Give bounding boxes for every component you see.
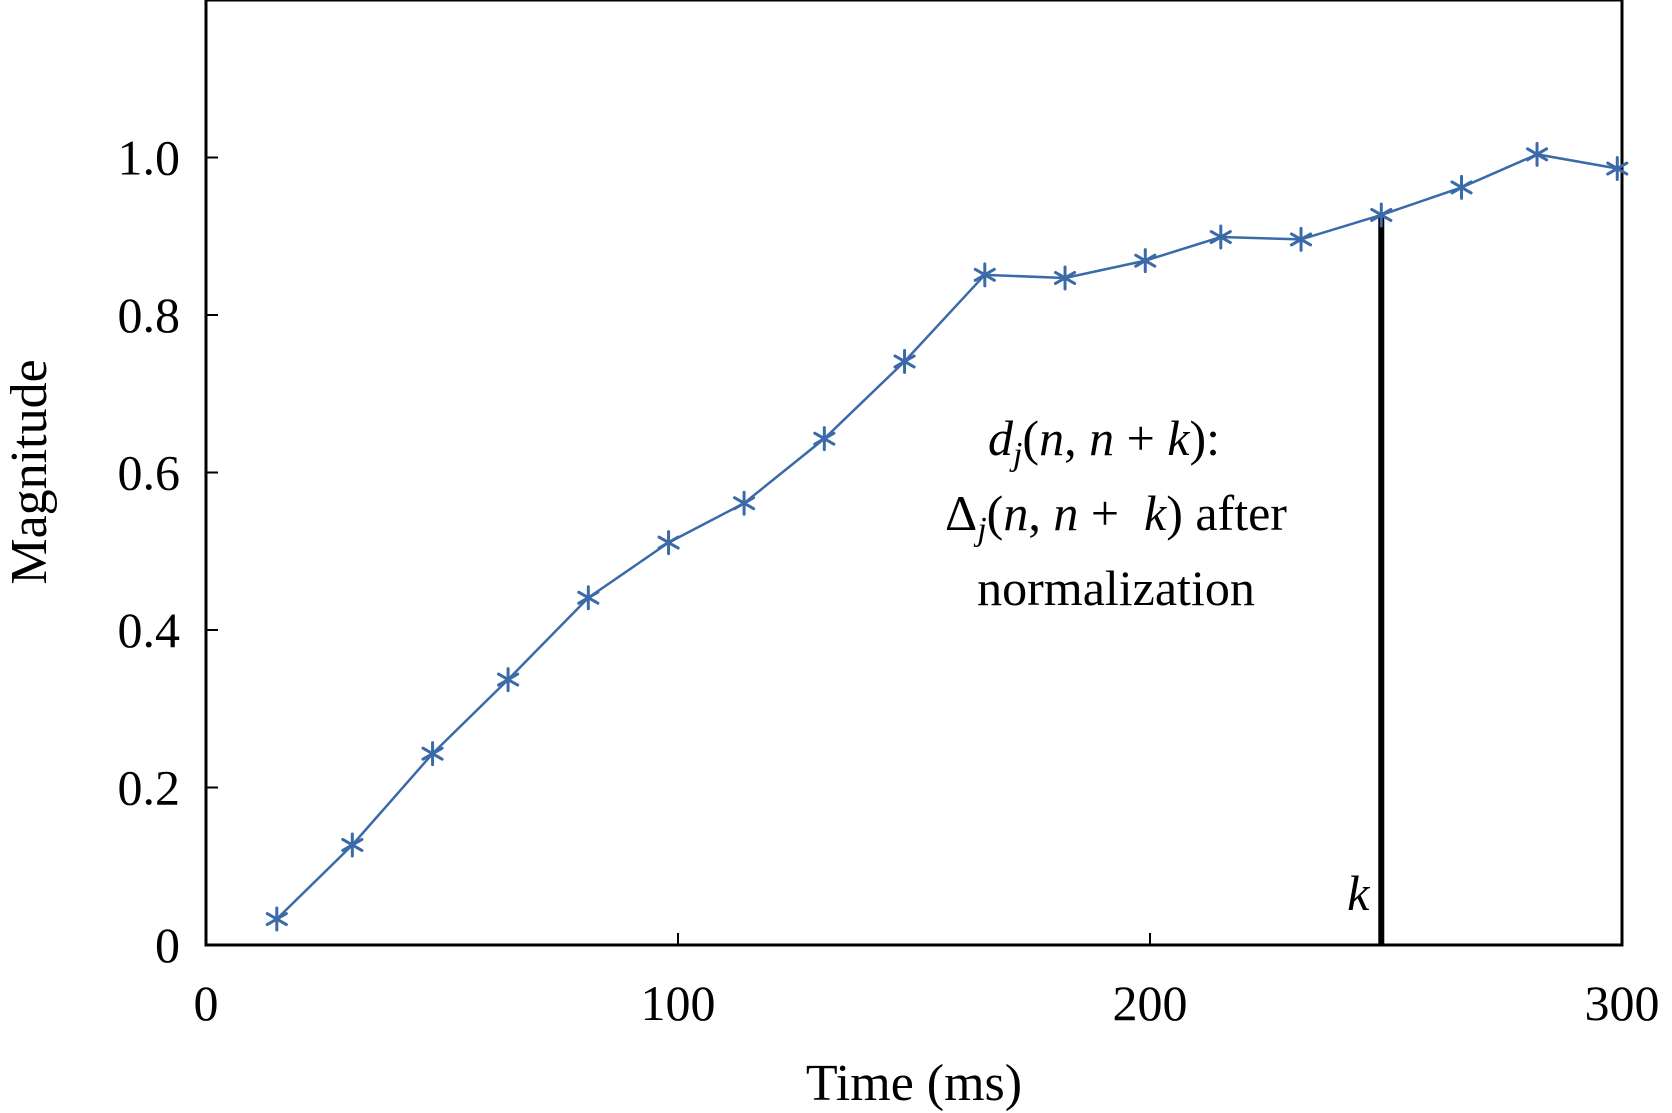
plot-frame xyxy=(204,0,1624,947)
k-marker-label: k xyxy=(1347,865,1370,921)
data-point xyxy=(973,262,996,288)
data-point xyxy=(341,832,364,858)
data-point xyxy=(1289,226,1313,252)
x-axis-title: Time (ms) xyxy=(806,1055,1022,1112)
data-point xyxy=(1134,248,1157,274)
annotation-line-2: Δj(n, n + k) after xyxy=(945,485,1287,548)
data-point xyxy=(497,667,520,693)
data-point xyxy=(733,490,756,516)
annotation: dj(n, n + k): Δj(n, n + k) after normali… xyxy=(945,410,1287,616)
y-tick-label: 0.2 xyxy=(118,760,181,816)
data-point xyxy=(1450,174,1473,200)
y-axis-title: Magnitude xyxy=(1,359,58,584)
data-point xyxy=(813,426,836,452)
x-tick-label: 100 xyxy=(641,975,716,1031)
series-layer xyxy=(265,141,1629,932)
annotation-line-3: normalization xyxy=(977,560,1255,616)
data-point xyxy=(1525,141,1549,167)
x-axis-ticks: 0 100 200 300 xyxy=(194,933,1660,1031)
x-tick-label: 0 xyxy=(194,975,219,1031)
annotation-line-1: dj(n, n + k): xyxy=(988,410,1220,473)
data-point xyxy=(657,530,680,556)
y-axis-ticks: 0 0.2 0.4 0.6 0.8 1.0 xyxy=(118,130,218,973)
data-point xyxy=(421,741,444,767)
data-point xyxy=(1606,156,1629,182)
data-point xyxy=(1209,224,1232,250)
series-line xyxy=(275,153,1618,920)
y-tick-label: 1.0 xyxy=(118,130,181,186)
data-point xyxy=(577,585,600,611)
y-tick-label: 0.4 xyxy=(118,602,181,658)
y-tick-label: 0.8 xyxy=(118,287,181,343)
x-tick-label: 200 xyxy=(1113,975,1188,1031)
y-tick-label: 0 xyxy=(155,917,180,973)
y-tick-label: 0.6 xyxy=(118,445,181,501)
data-point xyxy=(1370,202,1393,228)
data-point xyxy=(893,348,916,374)
data-point xyxy=(1053,265,1077,291)
x-tick-label: 300 xyxy=(1585,975,1660,1031)
data-point xyxy=(265,906,288,932)
